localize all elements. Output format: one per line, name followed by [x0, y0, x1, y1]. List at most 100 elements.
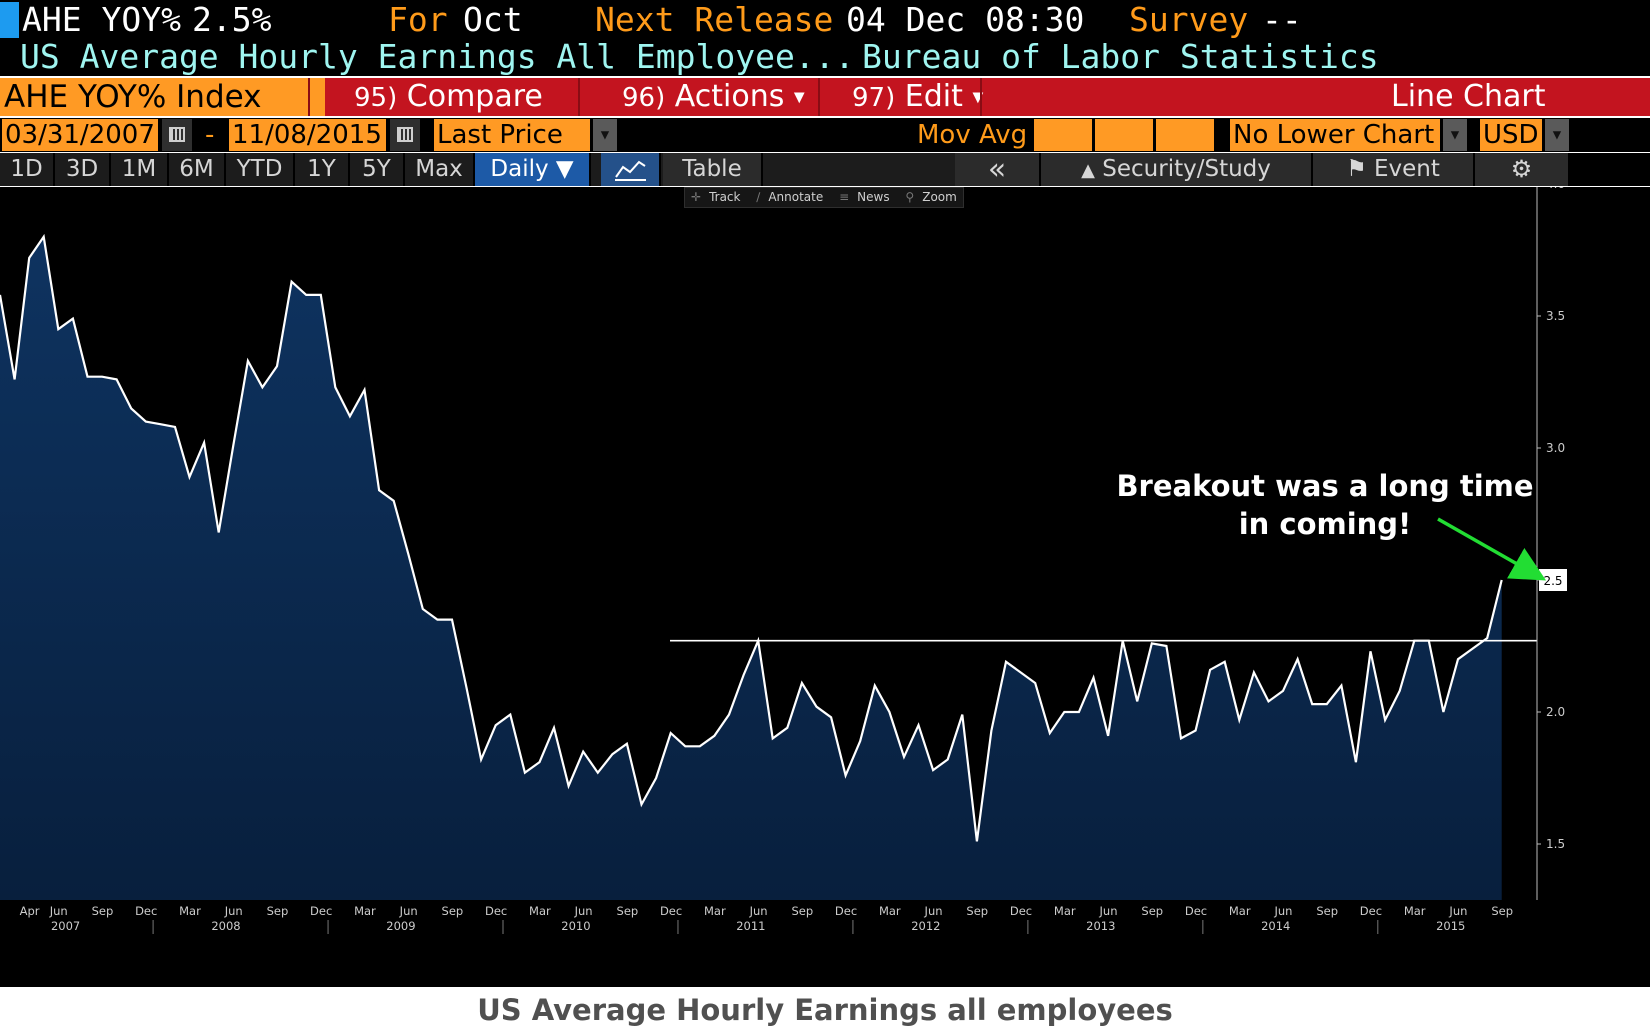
toolbar-divider	[308, 78, 310, 116]
tab-3d[interactable]: 3D	[55, 153, 111, 186]
security-name: US Average Hourly Earnings All Employee.…	[20, 37, 855, 76]
x-month-label: Dec	[1010, 904, 1032, 918]
settings-button[interactable]: ⚙	[1475, 153, 1570, 186]
survey-label: Survey	[1129, 0, 1249, 39]
x-month-label: Jun	[1099, 904, 1118, 918]
caret-down-icon: ▼	[793, 89, 805, 106]
x-month-label: Sep	[1316, 904, 1338, 918]
line-chart[interactable]: 4.03.53.02.52.01.52.5 AprJunSepDecMarJun…	[0, 187, 1650, 987]
x-year-label: 2008	[211, 919, 240, 933]
line-chart-icon	[615, 160, 646, 181]
x-month-label: Dec	[485, 904, 507, 918]
frequency-dropdown[interactable]: Daily ▼	[475, 153, 591, 186]
tab-1m[interactable]: 1M	[111, 153, 169, 186]
x-month-label: Sep	[791, 904, 813, 918]
x-year-label: 2009	[386, 919, 415, 933]
price-field-select[interactable]: Last Price	[434, 119, 590, 151]
tab-spacer	[1570, 153, 1650, 186]
next-release-label: Next Release	[595, 0, 834, 39]
security-study-label: Security/Study	[1102, 156, 1271, 182]
news-tool[interactable]: News	[857, 190, 890, 204]
x-year-label: 2013	[1086, 919, 1115, 933]
x-month-label: Sep	[1141, 904, 1163, 918]
end-date-field[interactable]: 11/08/2015	[229, 119, 386, 151]
tab-1y[interactable]: 1Y	[295, 153, 350, 186]
calendar-icon	[397, 127, 413, 142]
x-month-label: Mar	[529, 904, 551, 918]
mov-avg-input-1[interactable]	[1034, 119, 1092, 151]
annotation-arrow	[1437, 517, 1547, 581]
news-icon: ≡	[839, 190, 850, 204]
currency-dropdown-button[interactable]: ▼	[1545, 119, 1569, 151]
table-button[interactable]: Table	[663, 153, 763, 186]
ticker-label: AHE YOY%	[22, 0, 181, 39]
x-month-label: Mar	[704, 904, 726, 918]
compare-button[interactable]: 95) Compare	[354, 78, 543, 116]
gear-icon: ⚙	[1510, 155, 1533, 183]
x-month-label: Mar	[879, 904, 901, 918]
date-separator: -	[205, 120, 215, 150]
for-label: For	[388, 0, 448, 39]
start-date-field[interactable]: 03/31/2007	[2, 119, 158, 151]
y-tick-label: 2.0	[1546, 705, 1565, 719]
mov-avg-label: Mov Avg	[917, 120, 1028, 150]
actions-menu-button[interactable]: 96) Actions ▼	[622, 78, 805, 116]
tab-6m[interactable]: 6M	[169, 153, 226, 186]
crosshair-icon: ✛	[691, 190, 702, 204]
y-tick-label: 3.0	[1546, 441, 1565, 455]
x-month-label: Dec	[660, 904, 682, 918]
chart-annotation: Breakout was a long time in coming!	[1080, 467, 1570, 543]
track-tool[interactable]: Track	[709, 190, 741, 204]
x-month-label: Sep	[442, 904, 464, 918]
end-calendar-button[interactable]	[390, 119, 420, 151]
for-value: Oct	[463, 0, 523, 39]
x-month-label: Jun	[574, 904, 593, 918]
x-month-label: Jun	[224, 904, 243, 918]
annotate-tool[interactable]: Annotate	[768, 190, 824, 204]
chart-caption: US Average Hourly Earnings all employees	[477, 993, 1173, 1027]
lower-chart-select[interactable]: No Lower Chart	[1230, 119, 1440, 151]
compare-number: 95)	[354, 83, 398, 113]
ticker-value: 2.5%	[192, 0, 272, 39]
start-calendar-button[interactable]	[162, 119, 192, 151]
collapse-button[interactable]: «	[955, 153, 1041, 186]
index-field[interactable]: AHE YOY% Index	[0, 78, 325, 116]
mov-avg-input-2[interactable]	[1095, 119, 1153, 151]
toolbar-divider	[818, 78, 820, 116]
tab-ytd[interactable]: YTD	[226, 153, 295, 186]
x-year-label: 2012	[911, 919, 940, 933]
caret-down-icon: ▼	[1552, 127, 1562, 143]
x-month-label: Sep	[966, 904, 988, 918]
x-month-label: Mar	[1229, 904, 1251, 918]
chart-options-bar: 03/31/2007 - 11/08/2015 Last Price ▼ Mov…	[0, 118, 1650, 152]
x-month-label: Sep	[92, 904, 114, 918]
zoom-tool[interactable]: Zoom	[922, 190, 957, 204]
tab-5y[interactable]: 5Y	[350, 153, 405, 186]
chart-type-label[interactable]: Line Chart	[1391, 79, 1546, 114]
currency-select[interactable]: USD	[1480, 119, 1542, 151]
caret-down-icon: ▼	[1450, 127, 1460, 143]
edit-number: 97)	[852, 83, 896, 113]
x-month-label: Sep	[617, 904, 639, 918]
x-year-label: 2015	[1436, 919, 1465, 933]
price-dropdown-button[interactable]: ▼	[593, 119, 617, 151]
event-button[interactable]: ⚑ Event	[1313, 153, 1475, 186]
tab-max[interactable]: Max	[405, 153, 475, 186]
period-tabs: 1D 3D 1M 6M YTD 1Y 5Y Max Daily ▼ Table …	[0, 153, 1650, 186]
x-month-label: Jun	[1273, 904, 1292, 918]
security-study-button[interactable]: ▲ Security/Study	[1041, 153, 1313, 186]
y-tick-label: 4.0	[1546, 187, 1565, 191]
area-fill	[0, 236, 1502, 901]
actions-number: 96)	[622, 83, 666, 113]
mov-avg-input-3[interactable]	[1156, 119, 1214, 151]
edit-label: Edit	[904, 79, 963, 114]
lower-chart-dropdown-button[interactable]: ▼	[1443, 119, 1467, 151]
edit-menu-button[interactable]: 97) Edit ▼	[852, 78, 983, 116]
tab-1d[interactable]: 1D	[0, 153, 55, 186]
flag-icon: ⚑	[1346, 156, 1367, 182]
security-header: AHE YOY% 2.5% For Oct Next Release 04 De…	[0, 0, 1650, 76]
next-release-value: 04 Dec 08:30	[846, 0, 1085, 39]
line-chart-button[interactable]	[601, 153, 661, 186]
annotation-line-1: Breakout was a long time	[1116, 469, 1534, 503]
y-tick-label: 1.5	[1546, 837, 1565, 851]
